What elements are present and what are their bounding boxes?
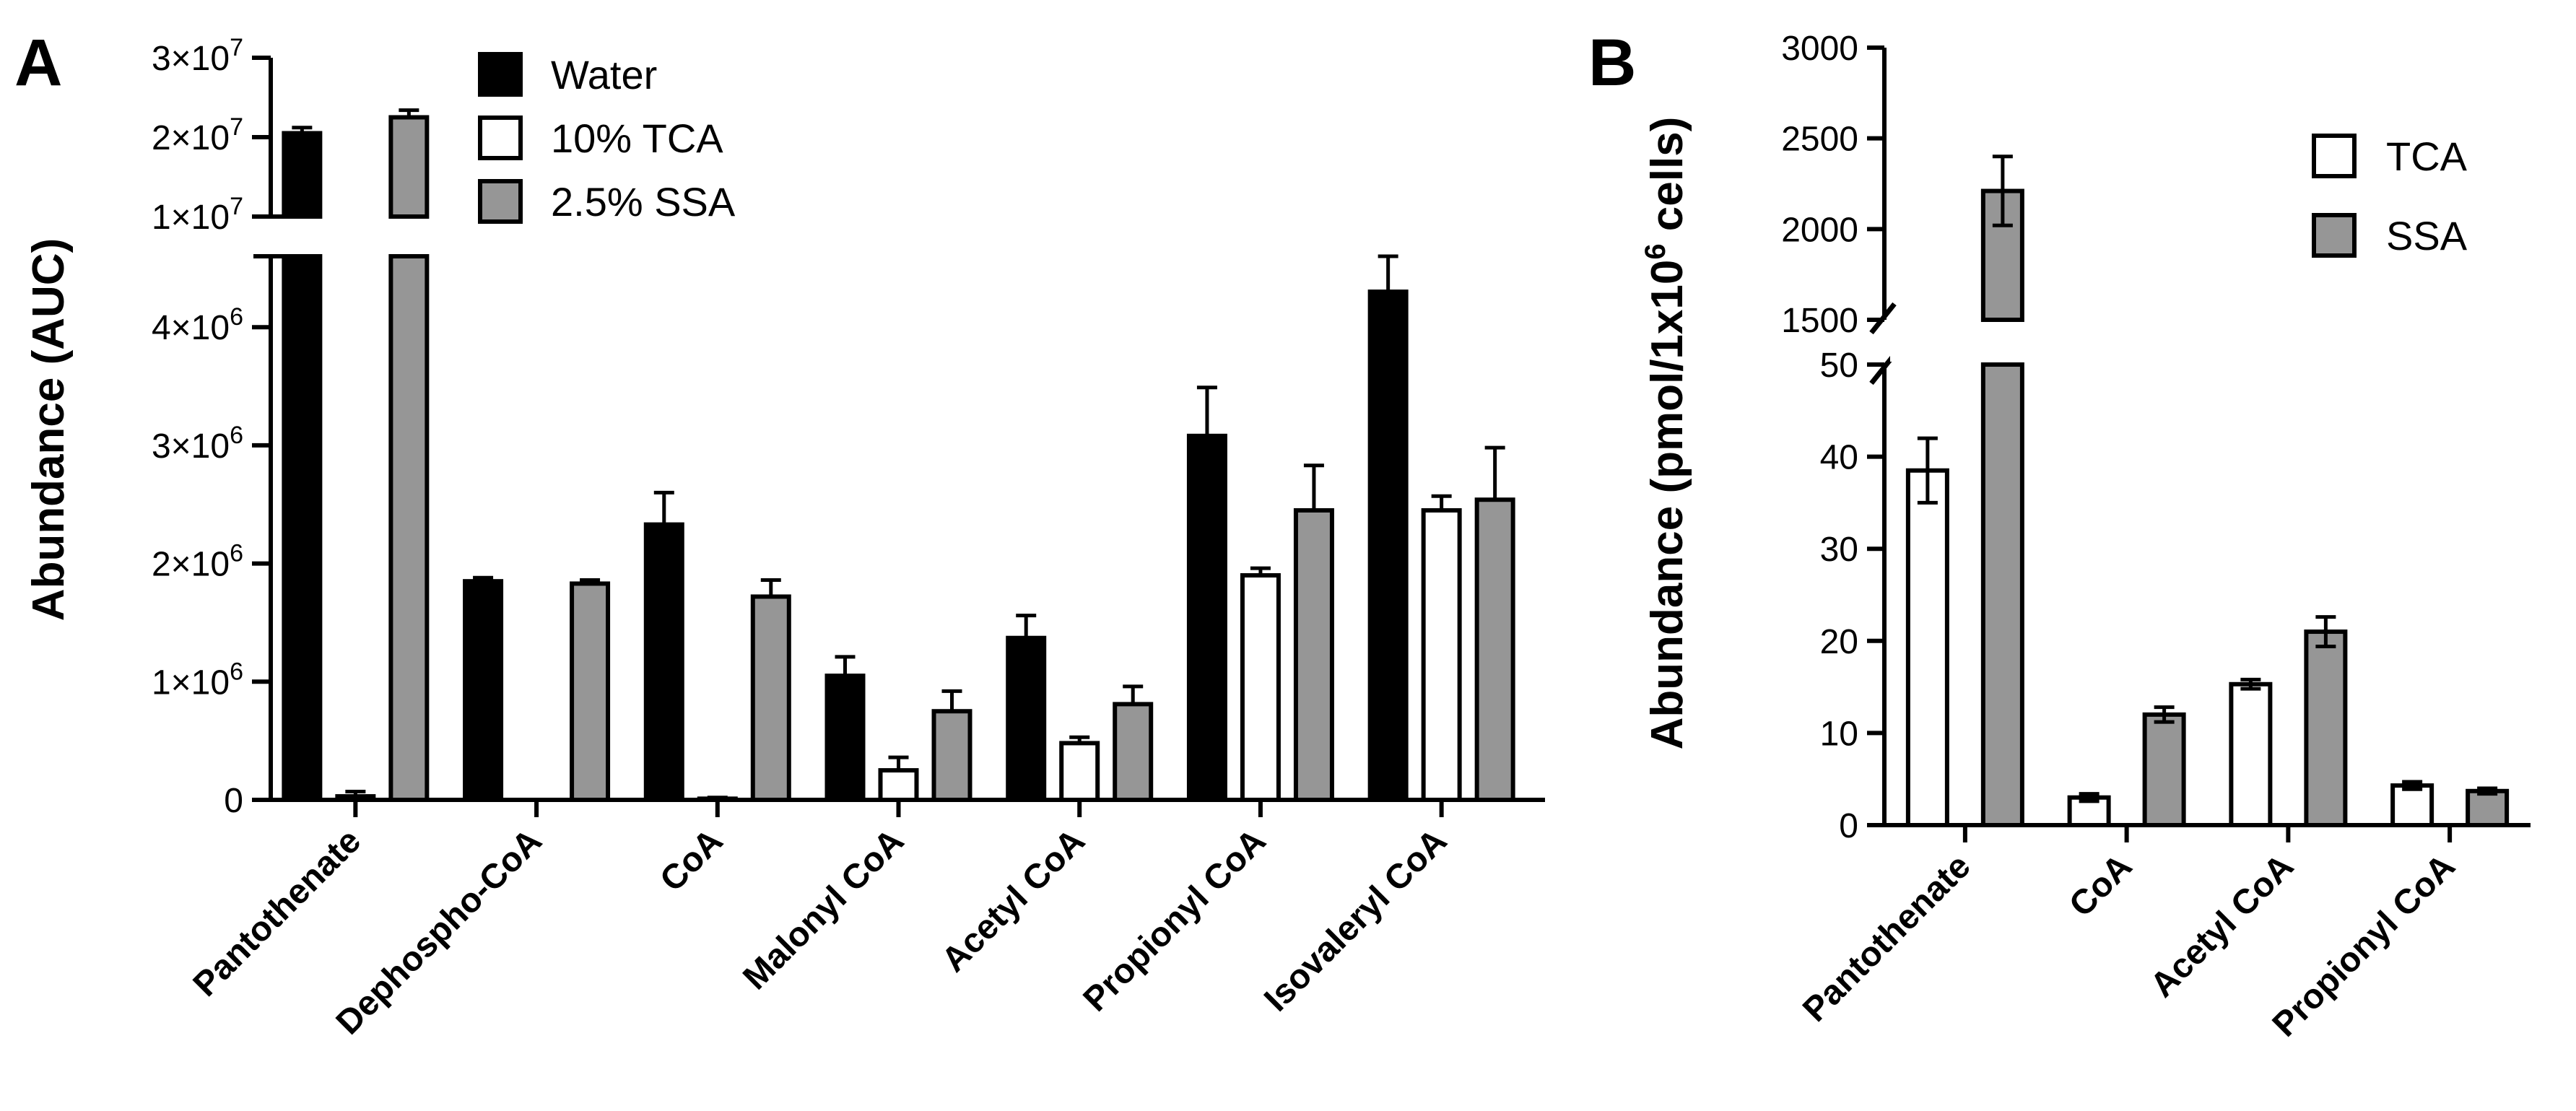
panel-b-bar: [2390, 783, 2434, 827]
panel-b-y-tick-label: 1500: [1781, 302, 1858, 340]
panel-a-bar: [1006, 635, 1047, 802]
panel-a-bar: [1293, 507, 1334, 803]
panel-a-bar: [750, 594, 791, 802]
panel-a-bar: [931, 709, 972, 803]
panel-a-y-tick-label-exponent: 6: [230, 540, 243, 567]
panel-a-y-tick-label-base: 3×10: [152, 427, 230, 466]
panel-a-y-tick-label: 1×106: [152, 658, 243, 702]
panel-b-legend-swatch: [2312, 213, 2357, 258]
panel-a-legend-swatch: [478, 52, 523, 97]
panel-b-label: B: [1588, 26, 1636, 100]
panel-a-y-tick-label-exponent: 7: [230, 113, 243, 141]
panel-b-bar: [1905, 468, 1949, 827]
panel-b-y-axis-title: Abundance (pmol/1x106 cells): [1640, 117, 1692, 750]
panel-a-y-tick-label-base: 3×10: [152, 40, 230, 78]
panel-a-bar: [824, 674, 866, 802]
panel-a-y-tick-label-base: 1×10: [152, 663, 230, 702]
panel-a-y-tick-label-exponent: 7: [230, 193, 243, 220]
panel-a-legend-label: Water: [551, 52, 657, 97]
panel-a-bar: [1113, 702, 1154, 802]
panel-a-bar: [282, 254, 323, 802]
panel-a-bar: [1059, 741, 1100, 803]
panel-a-y-tick-label-exponent: 6: [230, 658, 243, 685]
panel-a-y-tick-label-base: 2×10: [152, 546, 230, 584]
panel-a-bar: [388, 115, 430, 219]
panel-b-bar: [2142, 712, 2186, 827]
panel-b-y-axis-title-base: Abundance (pmol/1x10: [1642, 260, 1692, 750]
panel-a-bar: [335, 794, 376, 802]
panel-b-bar: [2304, 629, 2348, 827]
panel-b-y-tick-label: 20: [1820, 623, 1858, 661]
panel-a-y-tick-label: 3×106: [152, 422, 243, 466]
panel-a-y-tick-label: 3×107: [152, 34, 243, 78]
panel-a-legend-swatch: [478, 116, 523, 160]
panel-b-y-tick-label: 10: [1820, 715, 1858, 753]
panel-b-y-tick-label: 3000: [1781, 30, 1858, 68]
panel-a-bar: [1240, 572, 1281, 802]
panel-a-y-tick-label-exponent: 6: [230, 303, 243, 331]
panel-a-bar: [282, 131, 323, 219]
panel-a-y-tick-label: 2×106: [152, 540, 243, 584]
panel-b-y-tick-label: 40: [1820, 439, 1858, 477]
panel-a-bar: [1186, 433, 1227, 802]
panel-a-y-tick-label: 0: [224, 782, 243, 820]
panel-a-bar: [1474, 497, 1515, 803]
panel-a-y-tick-label-base: 0: [224, 782, 243, 820]
panel-b-y-axis-title-exponent: 6: [1640, 243, 1671, 259]
panel-a-bar: [878, 768, 919, 802]
panel-b-legend-label: TCA: [2386, 134, 2468, 179]
panel-b-y-axis-title-suffix: cells): [1642, 117, 1692, 244]
panel-b-y-tick-label: 50: [1820, 347, 1858, 385]
panel-a-bar: [463, 579, 504, 802]
panel-b-bar: [2229, 681, 2273, 827]
panel-b-break-gap: [1890, 323, 2536, 362]
panel-a-y-tick-label-base: 4×10: [152, 309, 230, 347]
panel-a-bar: [1367, 289, 1409, 802]
panel-b-y-tick-label: 2500: [1781, 121, 1858, 159]
panel-a-bar: [643, 522, 684, 802]
panel-b-bar: [1980, 362, 2024, 827]
panel-a-bar: [388, 254, 430, 802]
panel-a-y-tick-label: 2×107: [152, 113, 243, 157]
panel-a-legend-label: 10% TCA: [551, 116, 723, 161]
panel-a-y-axis-title: Abundance (AUC): [24, 238, 74, 621]
panel-a-y-tick-label-base: 1×10: [152, 199, 230, 237]
panel-a-label: A: [14, 26, 62, 100]
panel-a-y-tick-label-exponent: 7: [230, 34, 243, 61]
panel-a-y-tick-label-exponent: 6: [230, 422, 243, 449]
panel-a-legend-label: 2.5% SSA: [551, 179, 736, 225]
panel-a-y-tick-label: 1×107: [152, 193, 243, 237]
panel-a-break-gap: [277, 219, 1551, 253]
panel-b-legend-label: SSA: [2386, 213, 2468, 258]
panel-a-y-tick-label: 4×106: [152, 303, 243, 347]
panel-b-y-tick-label: 30: [1820, 531, 1858, 569]
panel-a-legend-swatch: [478, 179, 523, 224]
panel-a-bar: [1421, 507, 1462, 803]
panel-b-bar: [2466, 788, 2510, 827]
panel-b-y-tick-label: 2000: [1781, 211, 1858, 249]
panel-a-bar: [570, 581, 611, 802]
panel-b-y-tick-label: 0: [1839, 807, 1858, 845]
panel-b-legend-swatch: [2312, 134, 2357, 178]
panel-a-y-tick-label-base: 2×10: [152, 119, 230, 157]
